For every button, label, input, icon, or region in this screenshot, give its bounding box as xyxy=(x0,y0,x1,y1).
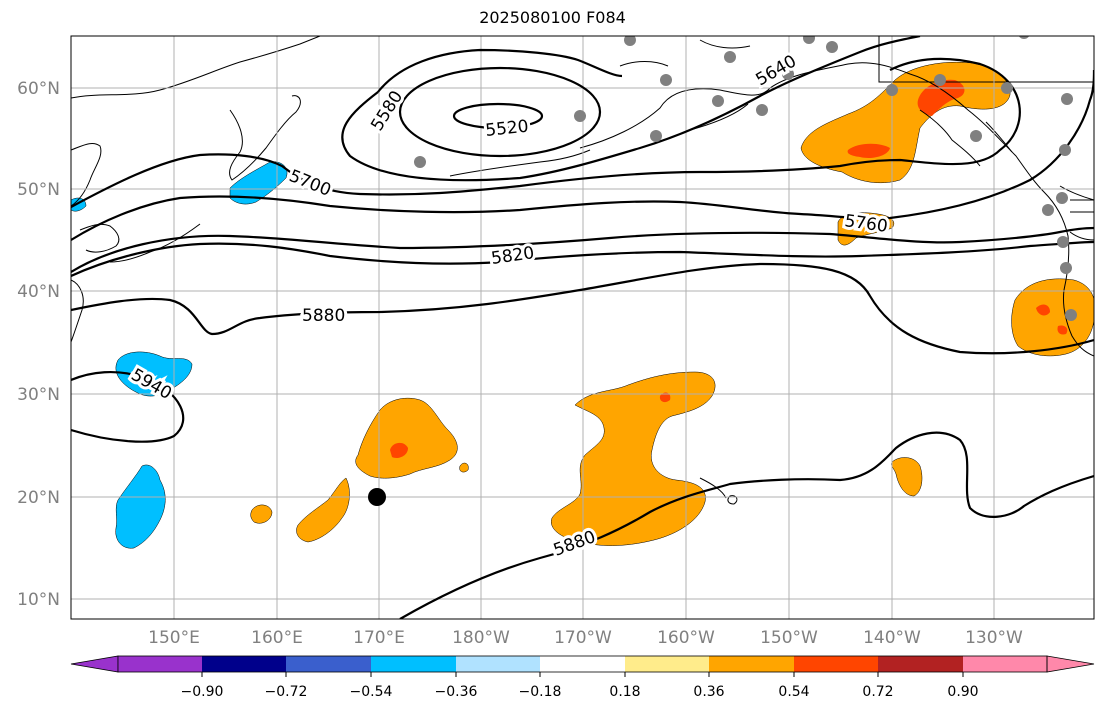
lon-label: 180°W xyxy=(452,628,510,648)
colorbar-tick-label: 0.36 xyxy=(693,684,724,700)
station-dot xyxy=(624,36,636,46)
latitude-labels: 10°N 20°N 30°N 40°N 50°N 60°N xyxy=(17,79,60,610)
colorbar-tick-label: 0.72 xyxy=(862,684,893,700)
strong-positive-anomaly-gulf xyxy=(847,143,890,158)
colorbar-segment xyxy=(709,656,794,672)
graticule xyxy=(71,36,1094,619)
station-dot xyxy=(1059,144,1071,156)
colorbar-extend-low xyxy=(70,655,119,673)
station-dot xyxy=(712,95,724,107)
lat-label: 30°N xyxy=(17,385,60,405)
colorbar-tick-label: 0.54 xyxy=(778,684,809,700)
height-contours xyxy=(71,36,1094,619)
storm-position-marker xyxy=(368,488,386,506)
negative-anomaly-west-pacific xyxy=(115,351,193,397)
colorbar-segment xyxy=(540,656,625,672)
coastlines xyxy=(71,36,1094,505)
station-dot xyxy=(803,36,815,44)
lon-label: 160°E xyxy=(251,628,303,648)
map-title: 2025080100 F084 xyxy=(479,8,626,27)
lat-label: 10°N xyxy=(17,590,60,610)
strong-positive-anomaly-panhandle xyxy=(917,79,965,116)
station-dot xyxy=(826,41,838,53)
station-dot xyxy=(1056,192,1068,204)
anomaly-shading xyxy=(71,61,1094,549)
lat-label: 60°N xyxy=(17,79,60,99)
lon-label: 150°E xyxy=(148,628,200,648)
negative-anomaly-southwest xyxy=(115,464,166,549)
station-dot xyxy=(724,51,736,63)
colorbar-tick-label: −0.54 xyxy=(350,684,393,700)
colorbar-segment xyxy=(286,656,371,672)
contour-label: 5880 xyxy=(302,306,345,326)
station-dot xyxy=(934,74,946,86)
station-dot xyxy=(782,68,794,80)
colorbar-segment xyxy=(371,656,456,672)
lat-label: 40°N xyxy=(17,282,60,302)
colorbar-segment xyxy=(456,656,540,672)
lat-label: 20°N xyxy=(17,488,60,508)
lon-label: 140°W xyxy=(863,628,921,648)
positive-anomaly-central-pacific xyxy=(550,371,716,546)
station-dot xyxy=(970,130,982,142)
colorbar: −0.90 −0.72 −0.54 −0.36 −0.18 0.18 0.36 … xyxy=(70,655,1095,700)
station-dot xyxy=(414,156,426,168)
lon-label: 130°W xyxy=(965,628,1023,648)
map-frame xyxy=(70,35,1095,620)
colorbar-segment xyxy=(878,656,963,672)
station-dot xyxy=(1061,93,1073,105)
station-dot xyxy=(1057,236,1069,248)
station-dot xyxy=(574,110,586,122)
colorbar-tick-label: −0.36 xyxy=(435,684,478,700)
station-dot xyxy=(1018,36,1030,39)
political-boundaries xyxy=(878,36,1094,213)
lat-label: 50°N xyxy=(17,180,60,200)
station-dot xyxy=(1001,82,1013,94)
station-dot xyxy=(1060,262,1072,274)
colorbar-tick-label: −0.18 xyxy=(519,684,562,700)
colorbar-tick-label: −0.90 xyxy=(181,684,224,700)
colorbar-tick-label: 0.18 xyxy=(609,684,640,700)
station-dot xyxy=(1042,204,1054,216)
lon-label: 170°W xyxy=(554,628,612,648)
colorbar-segment xyxy=(202,656,286,672)
strong-positive-anomaly-near-170e xyxy=(390,442,408,458)
colorbar-segment xyxy=(963,656,1047,672)
negative-anomaly-kurils xyxy=(229,161,288,205)
colorbar-segment xyxy=(625,656,709,672)
colorbar-tick-label: 0.90 xyxy=(947,684,978,700)
station-dot xyxy=(1065,309,1077,321)
station-dot xyxy=(756,104,768,116)
lon-label: 160°W xyxy=(657,628,715,648)
colorbar-segment xyxy=(794,656,878,672)
colorbar-tick-label: −0.72 xyxy=(265,684,308,700)
positive-anomaly-near-170e xyxy=(355,397,458,479)
colorbar-segment xyxy=(118,656,202,672)
lon-label: 150°W xyxy=(760,628,818,648)
strong-positive-anomaly-california xyxy=(1036,304,1050,316)
station-dot xyxy=(650,130,662,142)
station-dot xyxy=(886,84,898,96)
positive-anomaly-california xyxy=(1011,278,1094,357)
lon-label: 170°E xyxy=(353,628,405,648)
station-markers xyxy=(414,36,1077,321)
colorbar-extend-high xyxy=(1046,655,1095,673)
station-dot xyxy=(660,74,672,86)
longitude-labels: 150°E 160°E 170°E 180°W 170°W 160°W 150°… xyxy=(148,628,1023,648)
